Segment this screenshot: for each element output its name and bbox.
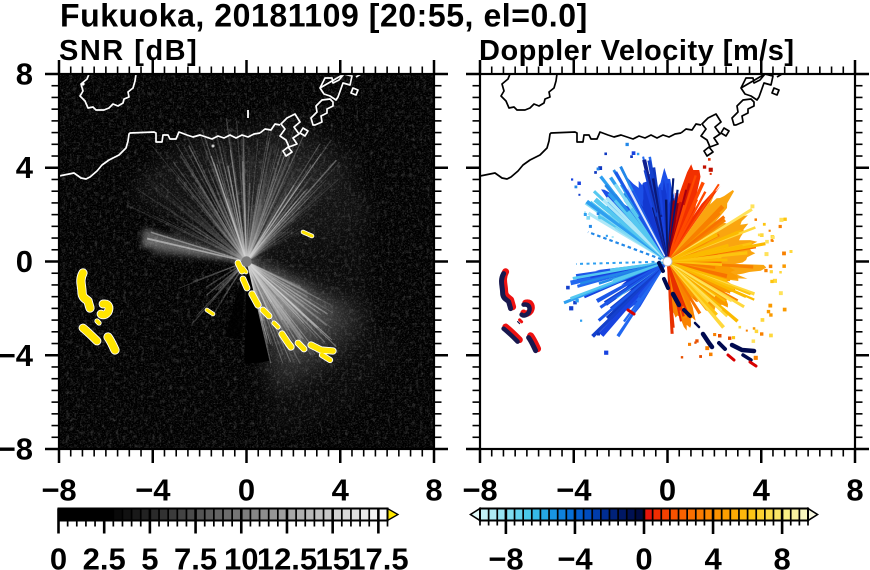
svg-text:Fukuoka, 20181109 [20:55, el=0: Fukuoka, 20181109 [20:55, el=0.0] xyxy=(60,0,588,34)
svg-text:4: 4 xyxy=(704,542,722,570)
svg-text:4: 4 xyxy=(332,473,350,508)
svg-text:−8: −8 xyxy=(462,473,497,508)
svg-text:2.5: 2.5 xyxy=(83,542,126,570)
svg-text:8: 8 xyxy=(425,473,442,508)
svg-text:−4: −4 xyxy=(135,473,171,508)
svg-text:15: 15 xyxy=(315,542,349,570)
svg-text:8: 8 xyxy=(773,542,790,570)
svg-text:−4: −4 xyxy=(556,473,592,508)
svg-text:−8: −8 xyxy=(488,542,523,570)
svg-text:−4: −4 xyxy=(0,338,34,373)
svg-text:5: 5 xyxy=(141,542,158,570)
svg-text:4: 4 xyxy=(753,473,771,508)
svg-text:7.5: 7.5 xyxy=(174,542,217,570)
svg-text:−8: −8 xyxy=(41,473,76,508)
svg-text:10: 10 xyxy=(224,542,258,570)
svg-text:−4: −4 xyxy=(557,542,593,570)
svg-text:17.5: 17.5 xyxy=(348,542,408,570)
svg-text:8: 8 xyxy=(16,57,33,92)
svg-text:0: 0 xyxy=(50,542,67,570)
svg-text:0: 0 xyxy=(238,473,255,508)
svg-text:0: 0 xyxy=(635,542,652,570)
svg-text:4: 4 xyxy=(16,150,34,185)
svg-text:SNR [dB]: SNR [dB] xyxy=(59,35,198,67)
svg-text:−8: −8 xyxy=(0,432,33,467)
svg-text:8: 8 xyxy=(846,473,863,508)
svg-text:0: 0 xyxy=(16,244,33,279)
svg-text:12.5: 12.5 xyxy=(257,542,317,570)
svg-text:Doppler Velocity [m/s]: Doppler Velocity [m/s] xyxy=(479,35,795,67)
svg-text:0: 0 xyxy=(659,473,676,508)
